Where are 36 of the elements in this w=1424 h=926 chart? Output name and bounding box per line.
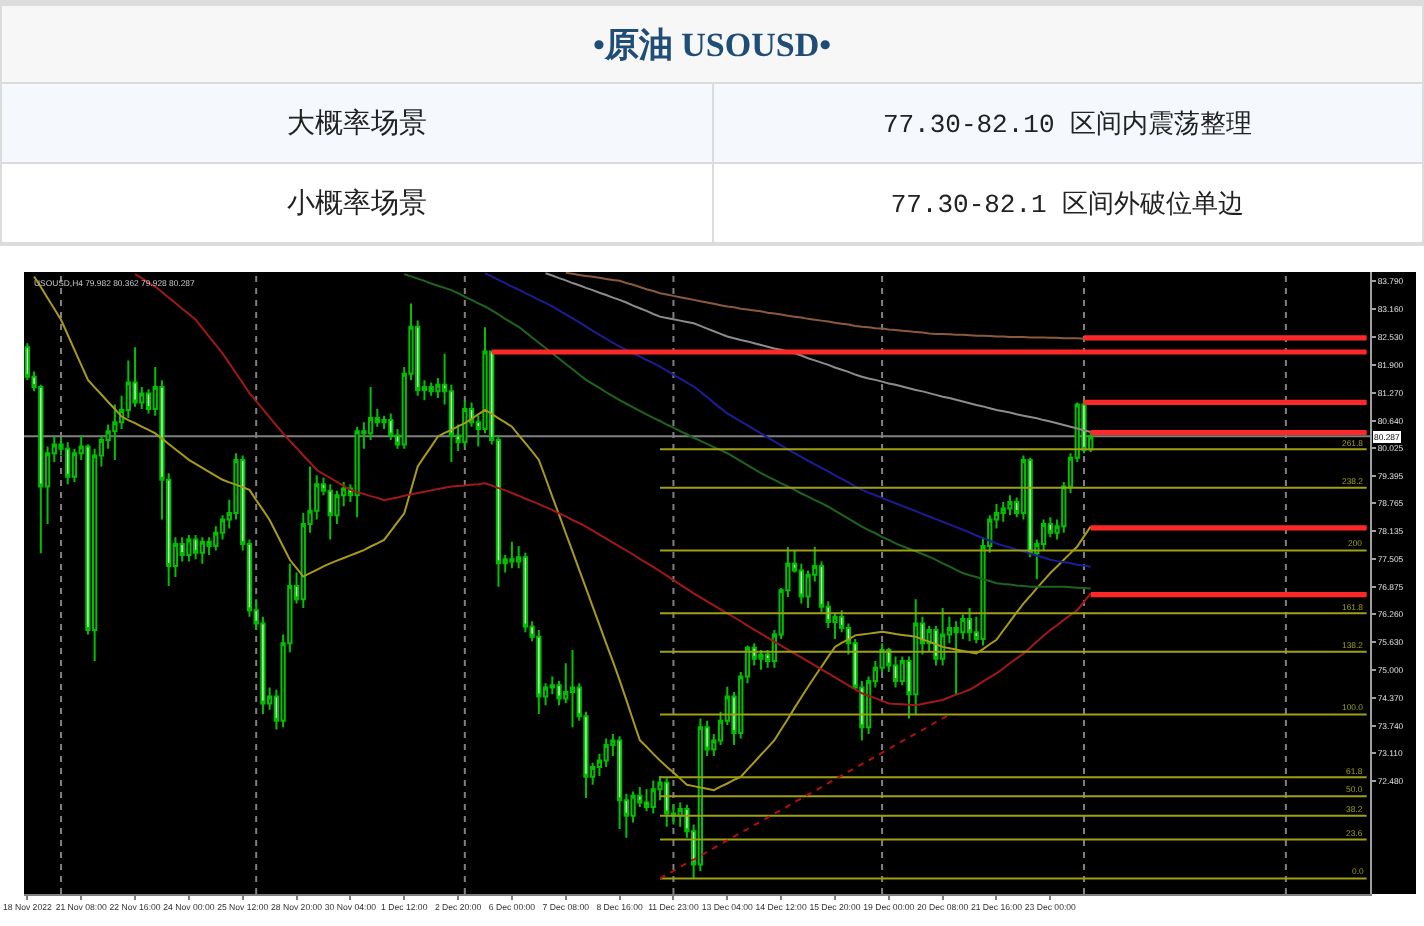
candlestick xyxy=(643,788,650,813)
candlestick xyxy=(940,606,946,667)
line-series xyxy=(484,272,1092,568)
candlestick xyxy=(186,534,192,563)
candlestick xyxy=(892,655,899,689)
candlestick xyxy=(569,648,576,729)
candlestick xyxy=(388,412,394,441)
candlestick xyxy=(199,536,205,565)
line-series xyxy=(134,273,1092,707)
candlestick xyxy=(428,381,434,397)
candlestick xyxy=(1000,500,1006,523)
candlestick xyxy=(522,551,529,634)
candlestick xyxy=(509,540,515,570)
candlestick xyxy=(192,534,199,561)
text: •原油 USOUSD• xyxy=(1,3,1423,83)
text: 小概率场景 xyxy=(1,163,712,244)
candlestick xyxy=(112,403,118,461)
candlestick xyxy=(953,620,959,696)
candlestick xyxy=(758,648,764,671)
candlestick xyxy=(1007,494,1013,517)
candlestick xyxy=(354,425,360,519)
candlestick xyxy=(913,598,919,716)
text: 77.30-82.10 区间内震荡整理 xyxy=(712,83,1423,163)
text: 77.30-82.1 区间外破位单边 xyxy=(712,163,1423,244)
candlestick xyxy=(650,779,656,815)
candlestick xyxy=(664,777,670,828)
candlestick xyxy=(327,483,333,541)
candlestick xyxy=(65,441,71,486)
candlestick xyxy=(603,737,609,769)
candlestick xyxy=(536,629,542,716)
candlestick xyxy=(616,735,623,831)
candlestick xyxy=(966,606,973,643)
text: 大概率场景 xyxy=(1,83,712,163)
line-series xyxy=(403,273,1092,590)
candlestick xyxy=(367,385,374,441)
line-series xyxy=(658,713,951,880)
